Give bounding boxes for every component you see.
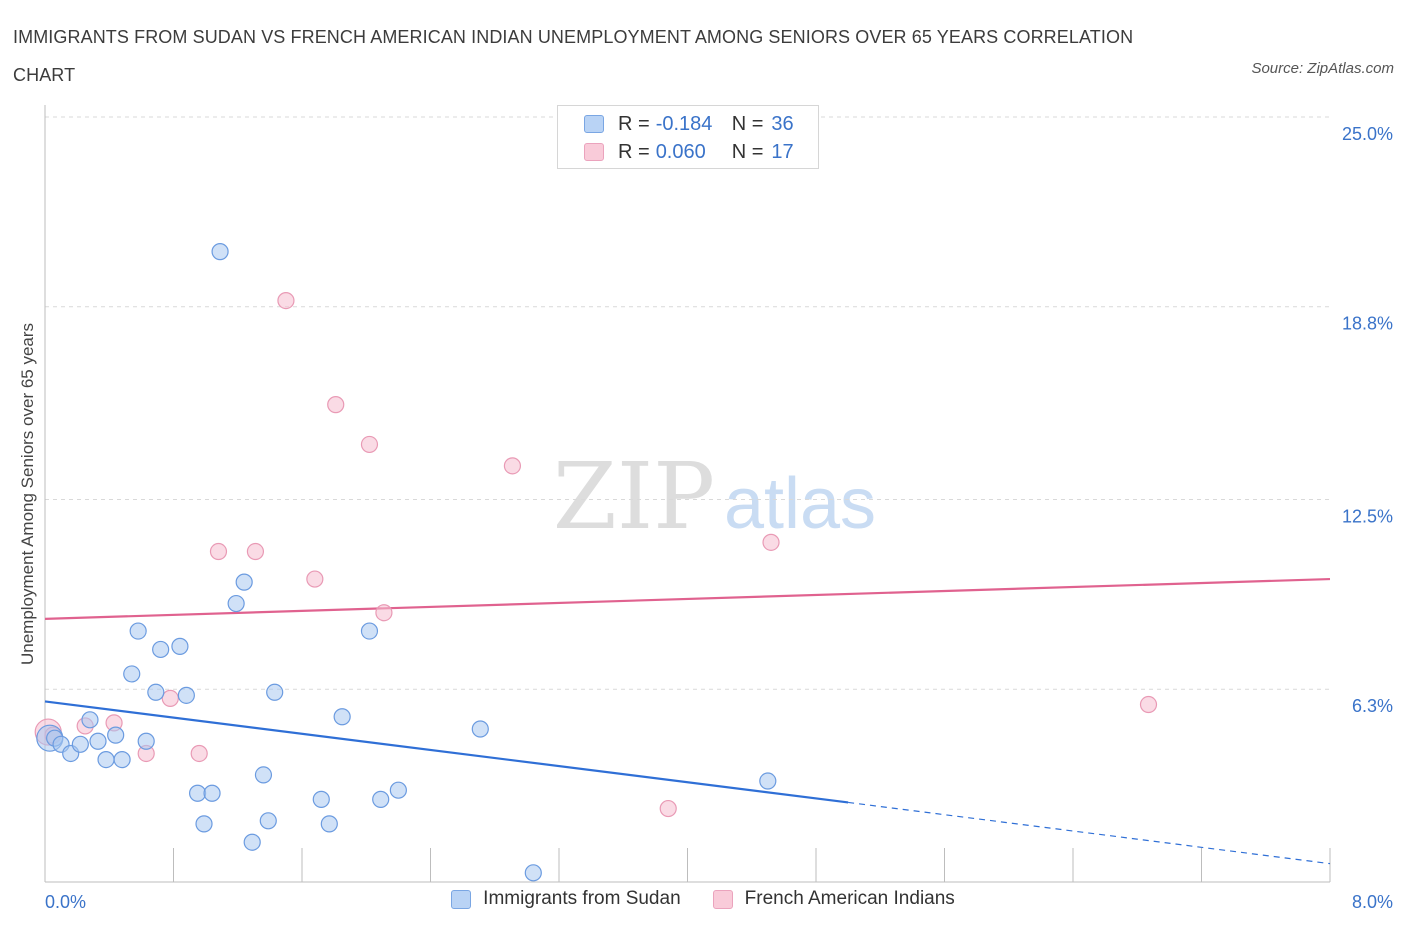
tick-labels: 6.3% 12.5% 18.8% 25.0% 0.0% 8.0% [45, 124, 1393, 912]
point-sudan [259, 812, 277, 830]
point-french-american-indian [659, 799, 677, 818]
point-sudan [152, 640, 170, 659]
y-tick-label: 6.3% [1352, 696, 1393, 716]
legend-n-label: N = [731, 140, 764, 163]
legend-n-value-sudan: 36 [771, 112, 794, 135]
point-french-american-indian [1139, 695, 1158, 714]
zipatlas-watermark: ZIP atlas [553, 443, 876, 550]
point-french-american-indian [246, 542, 265, 561]
point-sudan [227, 594, 245, 613]
point-sudan [97, 750, 115, 769]
legend-r-value-french: 0.060 [655, 140, 706, 163]
trendline-sudan-extension [848, 801, 1331, 865]
point-sudan [188, 784, 207, 802]
legend-row-sudan: R = -0.184 N = 36 [584, 112, 794, 136]
series-legend: Immigrants from Sudan French American In… [0, 888, 1406, 910]
legend-row-french-american-indian: R = 0.060 N = 17 [584, 140, 794, 164]
chart-title: IMMIGRANTS FROM SUDAN VS FRENCH AMERICAN… [13, 27, 1134, 85]
trendline-sudan [44, 700, 849, 804]
x-tick-label-max: 8.0% [1352, 892, 1393, 912]
watermark-atlas: atlas [724, 464, 876, 544]
point-french-american-indian [327, 396, 345, 414]
point-sudan [320, 815, 338, 833]
point-sudan [203, 784, 221, 802]
point-sudan [254, 766, 273, 784]
y-tick-label: 25.0% [1342, 124, 1393, 144]
legend-swatch-blue [584, 115, 604, 133]
point-sudan [123, 665, 141, 683]
source-label: Source: ZipAtlas.com [1251, 60, 1394, 77]
point-sudan [312, 790, 330, 808]
legend-swatch-blue [451, 889, 472, 909]
point-sudan [71, 735, 89, 753]
legend-n-label: N = [731, 112, 764, 135]
legend-swatch-pink [712, 889, 733, 909]
point-french-american-indian [306, 570, 324, 588]
point-french-american-indian [375, 604, 393, 622]
point-french-american-indian [360, 435, 379, 454]
point-sudan [177, 686, 195, 704]
point-sudan [471, 720, 489, 738]
correlation-legend: R = -0.184 N = 36 R = 0.060 N = 17 [557, 105, 819, 169]
point-french-american-indian [161, 689, 179, 708]
legend-n-value-french: 17 [771, 140, 794, 163]
point-sudan [360, 622, 379, 640]
trendline-french-american-indian [44, 577, 1331, 620]
y-tick-label: 18.8% [1342, 314, 1393, 334]
point-sudan [266, 683, 284, 701]
point-sudan [81, 711, 99, 729]
point-sudan [171, 637, 189, 655]
legend-r-label: R = [618, 140, 650, 163]
legend-r-value-sudan: -0.184 [655, 112, 713, 135]
point-sudan [113, 750, 131, 769]
legend-item-sudan: Immigrants from Sudan [451, 888, 681, 910]
point-sudan [235, 573, 253, 591]
x-tick-label-min: 0.0% [45, 892, 86, 912]
watermark-zip: ZIP [553, 443, 715, 550]
point-french-american-indian [762, 533, 780, 551]
point-sudan [372, 790, 390, 808]
point-sudan [107, 726, 125, 744]
point-sudan [333, 708, 351, 726]
point-sudan [243, 833, 261, 851]
point-french-american-indian [190, 744, 208, 763]
legend-item-french-american-indian: French American Indians [712, 888, 955, 910]
point-french-american-indian [503, 457, 522, 475]
point-sudan [211, 243, 229, 261]
point-french-american-indian [209, 542, 228, 561]
legend-swatch-pink [584, 143, 604, 161]
point-sudan [129, 622, 147, 640]
point-sudan [759, 772, 777, 790]
y-tick-label: 12.5% [1342, 507, 1393, 527]
legend-label-sudan: Immigrants from Sudan [483, 888, 681, 909]
legend-label-french: French American Indians [744, 888, 955, 909]
point-sudan [89, 732, 107, 750]
data-points [34, 243, 1158, 882]
trendlines [44, 577, 1331, 865]
point-sudan [195, 815, 213, 833]
point-sudan [137, 732, 155, 750]
point-french-american-indian [277, 292, 295, 310]
legend-r-label: R = [618, 112, 650, 135]
point-sudan [147, 683, 165, 701]
point-sudan [524, 864, 542, 882]
axes [44, 105, 1331, 883]
point-sudan [389, 781, 407, 799]
